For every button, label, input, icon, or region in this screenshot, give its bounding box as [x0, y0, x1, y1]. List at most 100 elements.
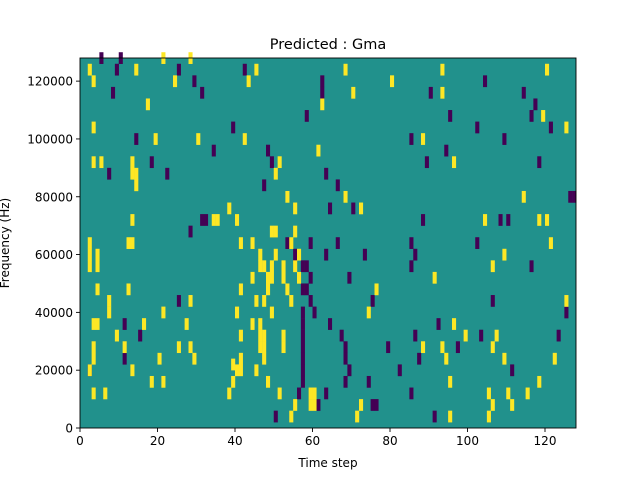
heatmap-cell-high: [440, 341, 445, 354]
heatmap-cell-high: [95, 248, 100, 261]
heatmap-cell-high: [297, 271, 302, 284]
y-tick-label: 80000: [35, 190, 73, 204]
x-tick-label: 100: [456, 434, 479, 448]
heatmap-cell-high: [254, 63, 259, 76]
heatmap-cell-high: [440, 86, 445, 99]
heatmap-cell-high: [269, 271, 274, 284]
heatmap-cell-low: [455, 341, 460, 354]
heatmap-cell-low: [134, 133, 139, 145]
heatmap-cell-high: [537, 375, 542, 388]
heatmap-cell-high: [130, 237, 135, 249]
heatmap-cell-high: [316, 144, 321, 157]
heatmap-cell-high: [463, 329, 468, 342]
heatmap-cell-high: [262, 352, 267, 365]
heatmap-cell-high: [521, 190, 526, 203]
heatmap-cell-low: [293, 248, 298, 261]
heatmap-cell-high: [258, 329, 263, 342]
x-tick-label: 60: [305, 434, 320, 448]
y-tick-label: 40000: [35, 306, 73, 320]
heatmap-cell-high: [440, 63, 445, 76]
heatmap-cell-high: [250, 318, 255, 330]
heatmap-cell-low: [502, 133, 507, 145]
heatmap-cell-high: [285, 190, 290, 203]
heatmap-cell-low: [138, 329, 143, 342]
heatmap-cell-high: [99, 156, 104, 169]
heatmap-cell-high: [142, 318, 147, 330]
heatmap-cell-high: [254, 364, 259, 377]
heatmap-cell-high: [95, 283, 100, 296]
heatmap-cell-high: [215, 214, 220, 226]
heatmap-cell-high: [153, 133, 158, 145]
heatmap-cell-low: [409, 387, 414, 400]
heatmap-cell-low: [537, 156, 542, 169]
heatmap-cell-high: [231, 358, 236, 371]
heatmap-cell-low: [444, 144, 449, 157]
heatmap-cell-low: [176, 63, 181, 76]
heatmap-cell-low: [335, 237, 340, 249]
heatmap-cell-high: [548, 237, 553, 249]
heatmap-cell-high: [176, 341, 181, 354]
heatmap-cell-high: [564, 295, 569, 307]
heatmap-cell-low: [413, 329, 418, 342]
heatmap-cell-high: [320, 98, 325, 111]
heatmap-cell-low: [200, 86, 205, 99]
heatmap-cell-high: [421, 133, 426, 145]
heatmap-cell-low: [475, 237, 480, 249]
x-tick-label: 40: [227, 434, 242, 448]
y-tick-label: 0: [65, 422, 73, 436]
heatmap-cell-high: [545, 63, 550, 76]
y-axis-label: Frequency (Hz): [0, 198, 12, 289]
heatmap-cell-high: [91, 387, 96, 400]
heatmap-cells: [87, 52, 577, 423]
x-tick-label: 80: [382, 434, 397, 448]
heatmap-cell-high: [289, 295, 294, 307]
heatmap-cell-high: [134, 63, 139, 76]
heatmap-cell-high: [238, 364, 243, 377]
heatmap-cell-high: [258, 318, 263, 330]
x-axis-label: Time step: [297, 456, 357, 470]
heatmap-cell-low: [370, 295, 375, 307]
heatmap-cell-low: [300, 375, 305, 388]
x-tick-label: 0: [76, 434, 84, 448]
heatmap-cell-high: [107, 306, 112, 319]
heatmap-cell-low: [498, 214, 503, 226]
y-axis: 0 20000 40000 60000 80000 100000 120000: [27, 75, 80, 436]
heatmap-cell-high: [192, 352, 197, 365]
heatmap-cell-high: [355, 410, 360, 423]
heatmap-cell-high: [269, 306, 274, 319]
heatmap-cell-high: [312, 399, 317, 411]
heatmap-cell-high: [269, 225, 274, 238]
heatmap-cell-high: [91, 318, 96, 330]
heatmap-cell-high: [266, 375, 271, 388]
heatmap-cell-low: [312, 306, 317, 319]
heatmap-cell-low: [308, 295, 313, 307]
heatmap-cell-high: [293, 399, 298, 411]
heatmap-cell-high: [490, 399, 495, 411]
heatmap-cell-high: [448, 375, 453, 388]
heatmap-cell-high: [184, 318, 189, 330]
heatmap-cell-low: [343, 352, 348, 365]
heatmap-cell-high: [258, 260, 263, 273]
heatmap-cell-high: [277, 387, 282, 400]
heatmap-cell-high: [95, 318, 100, 330]
heatmap-cell-high: [308, 399, 313, 411]
heatmap-cell-low: [273, 410, 278, 423]
heatmap-cell-high: [421, 341, 426, 354]
heatmap-cell-low: [448, 110, 453, 122]
heatmap-cell-low: [370, 399, 375, 411]
heatmap-cell-low: [556, 329, 561, 342]
heatmap-cell-high: [390, 75, 395, 88]
heatmap-cell-high: [312, 387, 317, 400]
x-tick-label: 20: [150, 434, 165, 448]
heatmap-cell-high: [238, 237, 243, 249]
heatmap-cell-high: [231, 375, 236, 388]
y-tick-label: 60000: [35, 248, 73, 262]
heatmap-cell-high: [107, 295, 112, 307]
heatmap-cell-high: [506, 387, 511, 400]
heatmap-cell-high: [281, 271, 286, 284]
heatmap-cell-high: [452, 318, 457, 330]
heatmap-cell-high: [122, 341, 127, 354]
heatmap-cell-low: [231, 121, 236, 134]
heatmap-cell-low: [165, 167, 170, 180]
heatmap-cell-high: [145, 98, 150, 111]
